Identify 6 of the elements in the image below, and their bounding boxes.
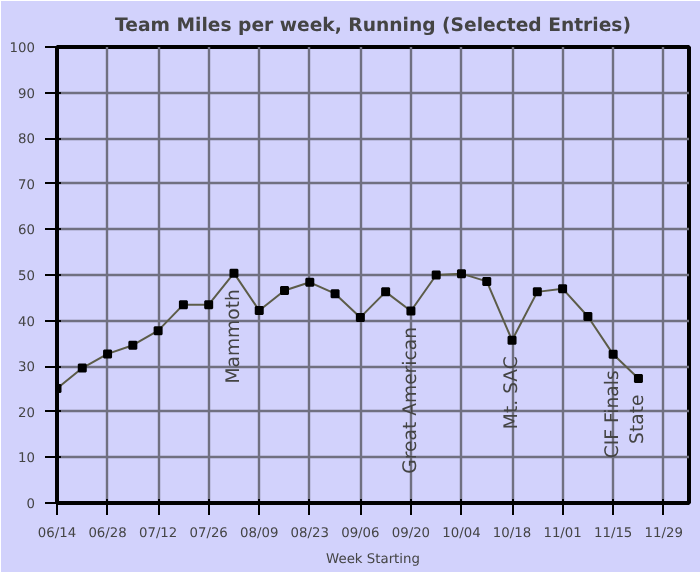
annotation: CIF Finals bbox=[602, 370, 625, 459]
annotation: Mammoth bbox=[222, 289, 245, 384]
annotation: State bbox=[627, 393, 650, 444]
annotation: Mt. SAC bbox=[501, 356, 524, 430]
chart-title: Team Miles per week, Running (Selected Entries) bbox=[115, 15, 632, 37]
annotation: Great American bbox=[399, 326, 422, 474]
